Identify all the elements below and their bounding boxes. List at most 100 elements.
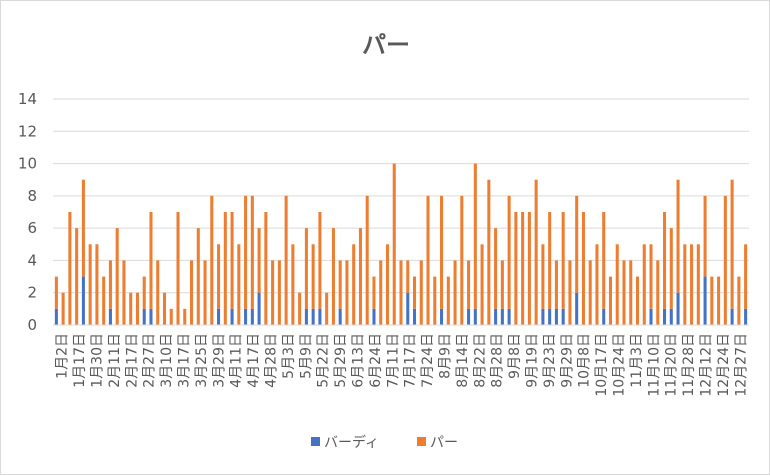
bar-par — [385, 244, 390, 325]
legend-swatch-par — [417, 437, 426, 446]
bar-par — [271, 260, 275, 325]
x-tick-label: 1月17日 — [72, 333, 88, 388]
bar-birdie — [244, 308, 248, 325]
bar-par — [68, 212, 72, 325]
bar-par — [237, 244, 241, 325]
x-tick-label: 11月3日 — [629, 333, 645, 388]
bar-birdie — [338, 308, 342, 325]
bar-par — [494, 228, 498, 309]
bar-par — [183, 308, 187, 325]
legend: バーディ パー — [311, 434, 458, 451]
bar-par — [149, 212, 153, 309]
x-tick-label: 11月28日 — [681, 333, 697, 397]
y-tick-label: 8 — [27, 187, 37, 205]
bar-par — [717, 276, 721, 325]
chart-title: パー — [362, 31, 410, 59]
bar-birdie — [494, 308, 498, 325]
bar-par — [514, 212, 518, 325]
bar-par — [190, 260, 194, 325]
bar-par — [217, 244, 221, 309]
bar-par — [629, 260, 633, 325]
bar-birdie — [108, 308, 112, 325]
x-tick-label: 12月27日 — [733, 333, 749, 397]
bar-par — [338, 260, 342, 309]
bar-par — [690, 244, 694, 325]
bar-par — [568, 260, 572, 325]
legend-label-birdie: バーディ — [324, 434, 379, 451]
bar-birdie — [230, 308, 234, 325]
bar-par — [608, 276, 612, 325]
bar-par — [635, 276, 640, 325]
x-tick-label: 10月17日 — [594, 333, 610, 397]
bar-birdie — [440, 308, 444, 325]
x-tick-label: 6月24日 — [368, 333, 384, 388]
bar-par — [453, 260, 457, 325]
bar-par — [298, 292, 302, 325]
bar-par — [196, 228, 200, 325]
bar-par — [487, 179, 491, 325]
x-tick-label: 4月17日 — [246, 333, 262, 388]
bar-par — [115, 228, 119, 325]
bar-birdie — [217, 308, 221, 325]
bar-par — [365, 195, 369, 325]
bar-par — [588, 260, 592, 325]
bar-par — [203, 260, 207, 325]
bar-par — [440, 195, 444, 309]
bar-par — [142, 276, 146, 309]
x-tick-label: 10月8日 — [577, 333, 593, 388]
x-tick-label: 12月24日 — [716, 333, 732, 397]
bar-par — [581, 212, 585, 325]
bar-birdie — [81, 276, 85, 325]
bars — [54, 163, 748, 325]
bar-par — [696, 244, 700, 325]
bar-par — [663, 212, 667, 309]
x-tick-label: 10月24日 — [612, 333, 628, 397]
bar-par — [527, 212, 531, 325]
bar-birdie — [500, 308, 504, 325]
x-tick-label: 9月8日 — [507, 333, 523, 379]
bar-par — [595, 244, 599, 325]
bar-birdie — [54, 308, 58, 325]
bar-birdie — [467, 308, 471, 325]
bar-par — [277, 260, 281, 325]
bar-par — [602, 212, 606, 309]
bar-par — [102, 276, 106, 325]
bar-par — [325, 292, 329, 325]
bar-par — [169, 308, 173, 325]
bar-birdie — [142, 308, 146, 325]
bar-par — [710, 276, 714, 325]
bar-par — [412, 276, 417, 309]
bar-par — [54, 276, 58, 309]
bar-par — [318, 212, 322, 309]
bar-par — [264, 212, 268, 325]
y-tick-label: 6 — [27, 219, 37, 237]
y-tick-label: 10 — [18, 155, 37, 173]
bar-birdie — [676, 292, 680, 325]
x-tick-label: 7月17日 — [403, 333, 419, 388]
bar-par — [446, 276, 450, 325]
bar-par — [521, 212, 525, 325]
bar-birdie — [602, 308, 606, 325]
bar-par — [122, 260, 126, 325]
bar-par — [61, 292, 65, 325]
bar-par — [311, 244, 315, 309]
legend-swatch-birdie — [311, 437, 320, 446]
x-tick-label: 11月20日 — [664, 333, 680, 397]
bar-birdie — [412, 308, 417, 325]
bar-par — [419, 260, 423, 325]
x-tick-label: 2月11日 — [107, 333, 123, 388]
bar-birdie — [406, 292, 410, 325]
x-tick-label: 5月3日 — [281, 333, 297, 379]
x-tick-label: 7月24日 — [420, 333, 436, 388]
bar-par — [223, 212, 227, 325]
bar-birdie — [744, 308, 748, 325]
bar-par — [399, 260, 403, 325]
bar-birdie — [507, 308, 511, 325]
bar-par — [500, 260, 504, 309]
bar-par — [649, 244, 653, 309]
bar-birdie — [304, 308, 308, 325]
y-tick-label: 12 — [18, 122, 37, 140]
bar-birdie — [541, 308, 545, 325]
x-tick-label: 4月28日 — [264, 333, 280, 388]
